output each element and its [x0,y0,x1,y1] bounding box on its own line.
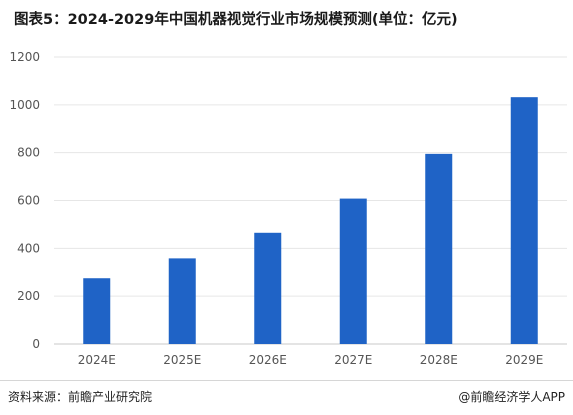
bar-2029E [510,97,538,345]
bar-2026E [254,232,282,344]
bar-2027E [339,198,367,344]
bar-chart: 0 200 400 600 800 1000 1200 2024E 2025E 2026E 2027… [9,50,567,367]
x-tick-label: 2025E [163,353,201,367]
y-tick-label: 400 [17,241,40,255]
y-tick-label: 800 [17,146,40,160]
bar-2028E [425,153,453,344]
footer-divider [0,380,573,381]
x-tick-label: 2024E [78,353,116,367]
y-tick-label: 1000 [9,98,40,112]
y-tick-label: 0 [32,337,40,351]
bar-2024E [83,278,111,344]
y-tick-label: 600 [17,194,40,208]
x-tick-label: 2027E [334,353,372,367]
y-tick-label: 1200 [9,50,40,64]
x-tick-label: 2029E [505,353,543,367]
chart-title: 图表5：2024-2029年中国机器视觉行业市场规模预测(单位：亿元) [14,12,458,28]
source-note: 资料来源：前瞻产业研究院 [8,390,153,404]
y-tick-label: 200 [17,289,40,303]
credit-note: @前瞻经济学人APP [458,390,565,404]
bar-2025E [168,258,196,344]
x-tick-label: 2026E [249,353,287,367]
x-tick-label: 2028E [420,353,458,367]
